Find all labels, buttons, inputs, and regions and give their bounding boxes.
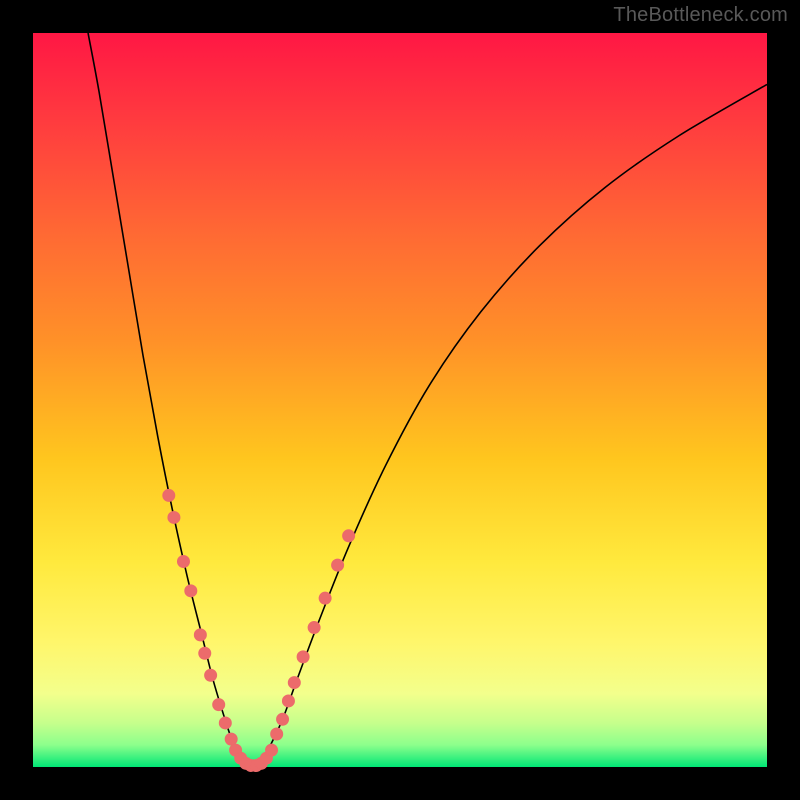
marker-point bbox=[219, 717, 231, 729]
marker-point bbox=[205, 669, 217, 681]
marker-point bbox=[277, 713, 289, 725]
marker-point bbox=[308, 622, 320, 634]
plot-background bbox=[33, 33, 767, 767]
marker-point bbox=[282, 695, 294, 707]
marker-point bbox=[177, 555, 189, 567]
marker-point bbox=[225, 733, 237, 745]
marker-point bbox=[271, 728, 283, 740]
marker-point bbox=[288, 677, 300, 689]
chart-svg bbox=[0, 0, 800, 800]
marker-point bbox=[199, 647, 211, 659]
marker-point bbox=[213, 699, 225, 711]
marker-point bbox=[168, 511, 180, 523]
marker-point bbox=[163, 489, 175, 501]
marker-point bbox=[194, 629, 206, 641]
marker-point bbox=[185, 585, 197, 597]
marker-point bbox=[332, 559, 344, 571]
marker-point bbox=[319, 592, 331, 604]
marker-point bbox=[343, 530, 355, 542]
marker-point bbox=[297, 651, 309, 663]
marker-point bbox=[266, 744, 278, 756]
